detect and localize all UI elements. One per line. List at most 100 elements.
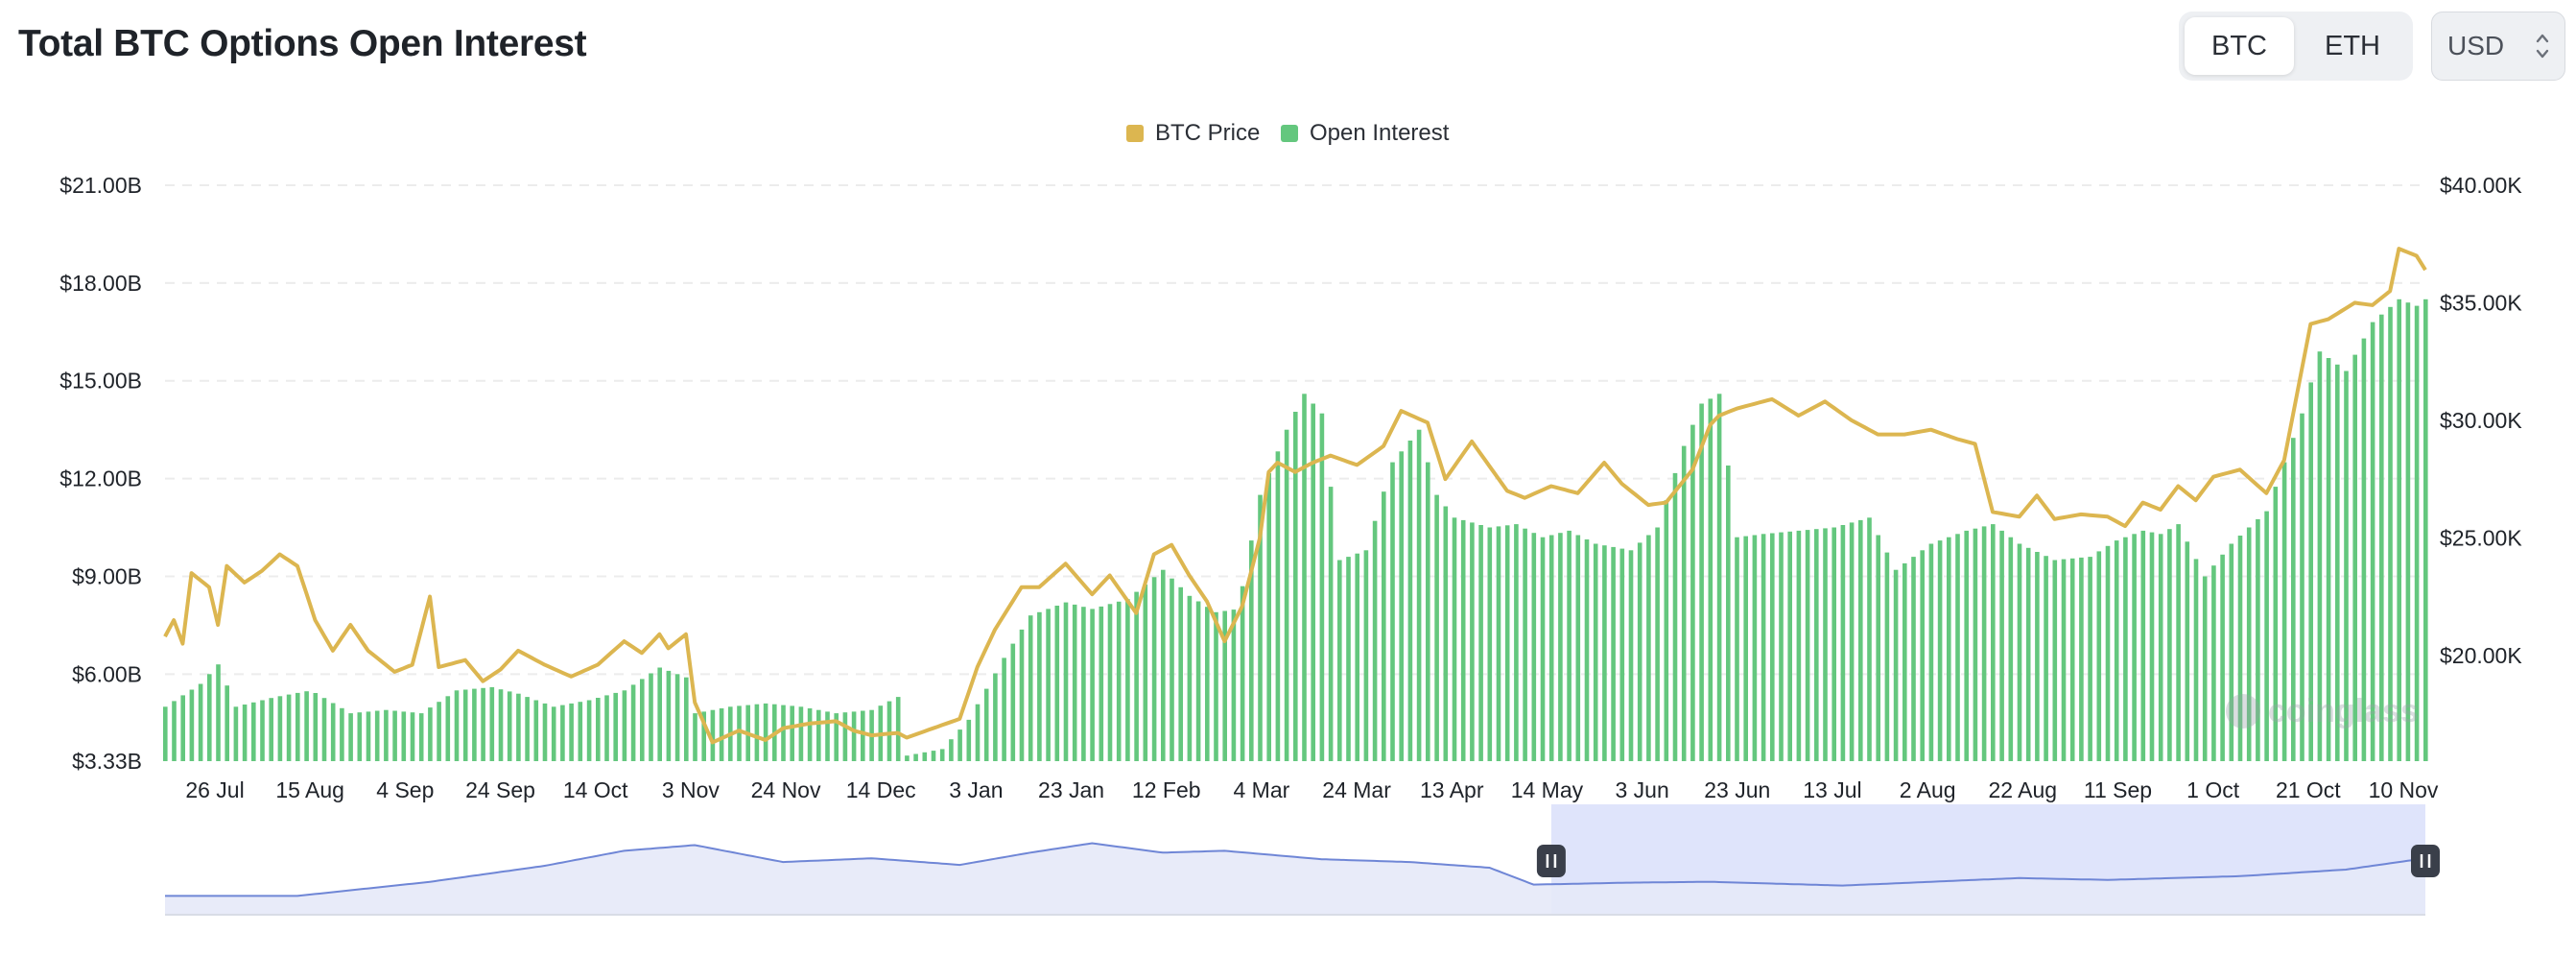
open-interest-bar [1928,543,1934,761]
x-tick-label: 11 Sep [2084,777,2152,802]
open-interest-bar [1761,534,1766,761]
open-interest-bar [1170,578,1174,761]
open-interest-bar [1805,530,1810,761]
navigator-right-handle[interactable] [2411,845,2440,877]
coinglass-watermark: coinglass [2226,693,2419,729]
open-interest-bar [1770,533,1775,761]
open-interest-bar [816,709,821,761]
open-interest-bar [1531,533,1537,761]
open-interest-bar [1664,500,1669,761]
y-left-tick-label: $18.00B [59,271,142,296]
open-interest-bar [842,712,848,761]
open-interest-bar [966,719,972,761]
open-interest-bar [2185,541,2190,761]
open-interest-bar [1372,520,1378,761]
handle-grip-icon [2411,845,2440,877]
open-interest-bar [1434,494,1439,761]
open-interest-bar [2052,560,2058,761]
open-interest-bar [2379,314,2384,761]
open-interest-bar [1567,530,1572,761]
open-interest-bar [2123,537,2128,761]
x-tick-label: 4 Sep [376,777,434,802]
tab-btc[interactable]: BTC [2185,17,2294,75]
open-interest-bar [498,689,504,761]
y-left-tick-label: $3.33B [72,749,142,774]
open-interest-bar [1690,424,1695,761]
tab-eth[interactable]: ETH [2325,30,2380,61]
open-interest-bar [1999,530,2004,761]
open-interest-bar [1426,462,1430,761]
open-interest-bar [2044,556,2048,761]
open-interest-bar [1151,577,1157,761]
open-interest-bar [1593,543,1598,761]
open-interest-bar [251,702,256,761]
open-interest-bar [2344,370,2349,761]
open-interest-bar [2361,338,2367,761]
open-interest-bar [1355,553,1359,761]
open-interest-bar [1311,403,1315,761]
open-interest-bar [1054,606,1060,761]
open-interest-bar [1743,536,1748,761]
x-tick-label: 3 Nov [662,777,721,802]
open-interest-bar [1037,611,1042,761]
open-interest-bar [321,698,327,761]
open-interest-bar [2397,299,2401,761]
page-title: Total BTC Options Open Interest [18,23,587,64]
open-interest-bar [1107,604,1113,761]
handle-grip-icon [1536,845,1566,877]
navigator-left-handle[interactable] [1536,845,1566,877]
open-interest-bar [975,704,981,761]
open-interest-bar [657,667,662,761]
open-interest-bar [1796,530,1802,761]
x-tick-label: 13 Jul [1803,777,1861,802]
open-interest-bar [2273,487,2279,761]
open-interest-bar [374,710,380,761]
open-interest-bar [1558,533,1563,761]
open-interest-bar [481,687,485,761]
legend-label-open-interest: Open Interest [1310,120,1450,146]
open-interest-bar [560,705,565,761]
currency-select[interactable]: USD [2431,12,2565,81]
y-right-tick-label: $20.00K [2440,643,2522,668]
legend-swatch-open-interest [1281,125,1298,142]
x-tick-label: 4 Mar [1234,777,1290,802]
open-interest-bar [2008,537,2014,761]
y-right-tick-label: $35.00K [2440,290,2522,315]
open-interest-bar [1293,412,1298,761]
open-interest-bar [1478,525,1483,761]
open-interest-bar [1814,529,1819,761]
open-interest-bar [684,677,689,761]
open-interest-bar [2352,354,2357,761]
open-interest-bar [172,701,177,761]
open-interest-bar [472,688,477,761]
open-interest-bar [701,711,706,761]
open-interest-bar [2176,524,2181,761]
open-interest-bar [2308,382,2313,761]
open-interest-bar [1231,609,1237,761]
open-interest-bar [1390,462,1395,761]
open-interest-bar [1205,607,1210,761]
open-interest-bar [242,705,248,761]
x-tick-label: 26 Jul [185,777,244,802]
open-interest-bar [1947,537,1951,761]
open-interest-bar [198,683,203,761]
open-interest-bar [216,664,221,761]
open-interest-bar [189,689,195,761]
navigator-area [165,843,2425,915]
open-interest-bar [2335,364,2340,761]
open-interest-bar [489,686,495,761]
open-interest-bar [1575,535,1581,761]
open-interest-bar [1443,506,1449,761]
open-interest-bar [1823,528,1828,761]
open-interest-bar [180,695,185,761]
open-interest-bar [1611,546,1616,761]
x-tick-label: 13 Apr [1420,777,1484,802]
open-interest-bar [1858,519,1863,761]
open-interest-bar [993,673,998,761]
open-interest-bar [1964,530,1969,761]
open-interest-bar [1002,657,1006,761]
open-interest-bar [1716,394,1722,761]
open-interest-bars [163,299,2428,761]
open-interest-bar [649,673,653,761]
open-interest-bar [2281,462,2287,761]
